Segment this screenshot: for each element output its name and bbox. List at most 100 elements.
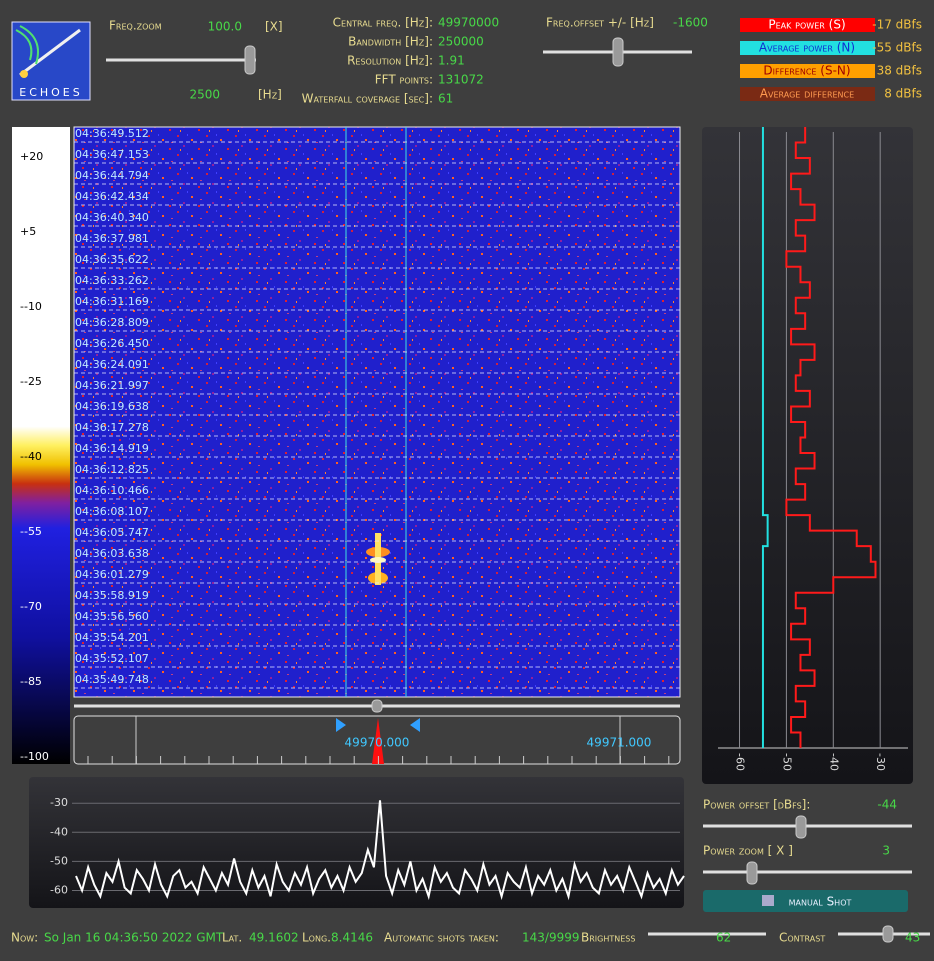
y-tick-label: -60 bbox=[50, 884, 68, 897]
info-label: Central freq. [Hz]: bbox=[333, 16, 433, 30]
power-badge-label: Difference (S-N) bbox=[763, 64, 850, 78]
freq-zoom-label: Freq.zoom bbox=[109, 19, 162, 33]
power-zoom-label: Power zoom [ X ] bbox=[703, 844, 793, 858]
waterfall-time: 04:36:44.794 bbox=[75, 169, 149, 182]
waterfall-time: 04:36:03.638 bbox=[75, 547, 149, 560]
manual-shot-button[interactable] bbox=[703, 890, 908, 912]
info-value: 61 bbox=[438, 92, 453, 106]
status-lbl: Automatic shots taken: bbox=[384, 931, 499, 945]
status-lbl: Long. bbox=[302, 931, 331, 945]
waterfall-time: 04:36:21.997 bbox=[75, 379, 149, 392]
waterfall-time: 04:36:40.340 bbox=[75, 211, 149, 224]
frequency-label: 49970.000 bbox=[345, 736, 410, 750]
logo-text: ECHOES bbox=[19, 86, 83, 99]
info-label: Resolution [Hz]: bbox=[347, 54, 433, 68]
scale-label: --70 bbox=[20, 600, 42, 613]
status-val: 49.1602 bbox=[249, 931, 299, 945]
y-tick-label: -40 bbox=[50, 825, 68, 838]
power-badge-label: Average power (N) bbox=[759, 41, 855, 55]
freq-offset-value: -1600 bbox=[673, 16, 708, 30]
waterfall-time: 04:36:49.512 bbox=[75, 127, 149, 140]
frequency-label: 49971.000 bbox=[587, 736, 652, 750]
status-val: 143/9999 bbox=[522, 931, 580, 945]
scale-label: --55 bbox=[20, 525, 42, 538]
status-val: 8.4146 bbox=[331, 931, 373, 945]
waterfall-time: 04:36:01.279 bbox=[75, 568, 149, 581]
scale-label: --40 bbox=[20, 450, 42, 463]
power-badge-value: 8 dBfs bbox=[884, 87, 922, 101]
waterfall-time: 04:36:31.169 bbox=[75, 295, 149, 308]
power-panel bbox=[702, 127, 913, 784]
waterfall-time: 04:36:47.153 bbox=[75, 148, 149, 161]
power-offset-value: -44 bbox=[877, 798, 897, 812]
y-tick-label: -30 bbox=[50, 796, 68, 809]
scale-label: --100 bbox=[20, 750, 49, 763]
waterfall-time: 04:36:17.278 bbox=[75, 421, 149, 434]
power-badge-value: -17 dBfs bbox=[872, 18, 922, 32]
info-value: 131072 bbox=[438, 73, 484, 87]
scale-label: --85 bbox=[20, 675, 42, 688]
waterfall-time: 04:36:10.466 bbox=[75, 484, 149, 497]
spectrum-panel bbox=[29, 777, 684, 908]
waterfall-time: 04:35:58.919 bbox=[75, 589, 149, 602]
freq-zoom-unit: [X] bbox=[265, 20, 283, 34]
info-value: 250000 bbox=[438, 35, 484, 49]
waterfall-time: 04:36:37.981 bbox=[75, 232, 149, 245]
waterfall-time: 04:35:56.560 bbox=[75, 610, 149, 623]
meteor-echo bbox=[366, 533, 390, 585]
waterfall-time: 04:36:08.107 bbox=[75, 505, 149, 518]
scale-label: +20 bbox=[20, 150, 43, 163]
waterfall-time: 04:35:54.201 bbox=[75, 631, 149, 644]
slider-knobs[interactable] bbox=[244, 37, 894, 943]
x-tick-label: -50 bbox=[780, 753, 793, 771]
bandwidth-value: 2500 bbox=[189, 88, 220, 102]
waterfall-time: 04:36:42.434 bbox=[75, 190, 149, 203]
power-badge bbox=[740, 87, 875, 101]
waterfall bbox=[73, 126, 681, 698]
info-label: Bandwidth [Hz]: bbox=[348, 35, 433, 49]
power-badge bbox=[740, 41, 875, 55]
power-badge-label: Peak power (S) bbox=[768, 18, 845, 32]
status-lbl: Lat. bbox=[222, 931, 242, 945]
waterfall-time: 04:36:05.747 bbox=[75, 526, 149, 539]
info-label: Waterfall coverage [sec]: bbox=[302, 92, 433, 106]
info-value: 1.91 bbox=[438, 54, 465, 68]
waterfall-time: 04:35:52.107 bbox=[75, 652, 149, 665]
logo-beam bbox=[19, 28, 81, 77]
waterfall-time: 04:36:12.825 bbox=[75, 463, 149, 476]
power-offset-label: Power offset [dBfs]: bbox=[703, 798, 810, 812]
scale-label: --25 bbox=[20, 375, 42, 388]
power-badge-value: -55 dBfs bbox=[872, 41, 922, 55]
x-tick-label: -60 bbox=[734, 753, 747, 771]
center-marker bbox=[372, 718, 384, 764]
power-zoom-value: 3 bbox=[882, 844, 890, 858]
info-label: FFT points: bbox=[375, 73, 433, 87]
power-badge-label: Average difference bbox=[760, 87, 854, 101]
power-badge bbox=[740, 64, 875, 78]
logo-meteor bbox=[20, 70, 28, 78]
x-tick-label: -30 bbox=[874, 753, 887, 771]
button-label[interactable]: manual Shot bbox=[789, 895, 852, 909]
y-tick-label: -50 bbox=[50, 854, 68, 867]
power-line bbox=[761, 127, 769, 748]
waterfall-time: 04:36:26.450 bbox=[75, 337, 149, 350]
power-line bbox=[785, 127, 877, 748]
color-scale bbox=[12, 127, 70, 764]
info-value: 49970000 bbox=[438, 16, 499, 30]
status-val: 43 bbox=[905, 931, 920, 945]
status-lbl: Contrast bbox=[779, 931, 825, 945]
freq-zoom-value: 100.0 bbox=[208, 20, 242, 34]
waterfall-time: 04:36:33.262 bbox=[75, 274, 149, 287]
freq-offset-label: Freq.offset +/- [Hz] bbox=[546, 16, 654, 30]
power-badge bbox=[740, 18, 875, 32]
power-badge-value: 38 dBfs bbox=[877, 64, 922, 78]
spectrum-line bbox=[75, 800, 685, 901]
status-lbl: Brightness bbox=[581, 931, 635, 945]
status-lbl: Now: bbox=[11, 931, 38, 945]
status-val: So Jan 16 04:36:50 2022 GMT bbox=[44, 931, 224, 945]
camera-icon bbox=[762, 895, 774, 906]
waterfall-time: 04:35:49.748 bbox=[75, 673, 149, 686]
logo-waves bbox=[15, 25, 39, 65]
waterfall-time: 04:36:19.638 bbox=[75, 400, 149, 413]
